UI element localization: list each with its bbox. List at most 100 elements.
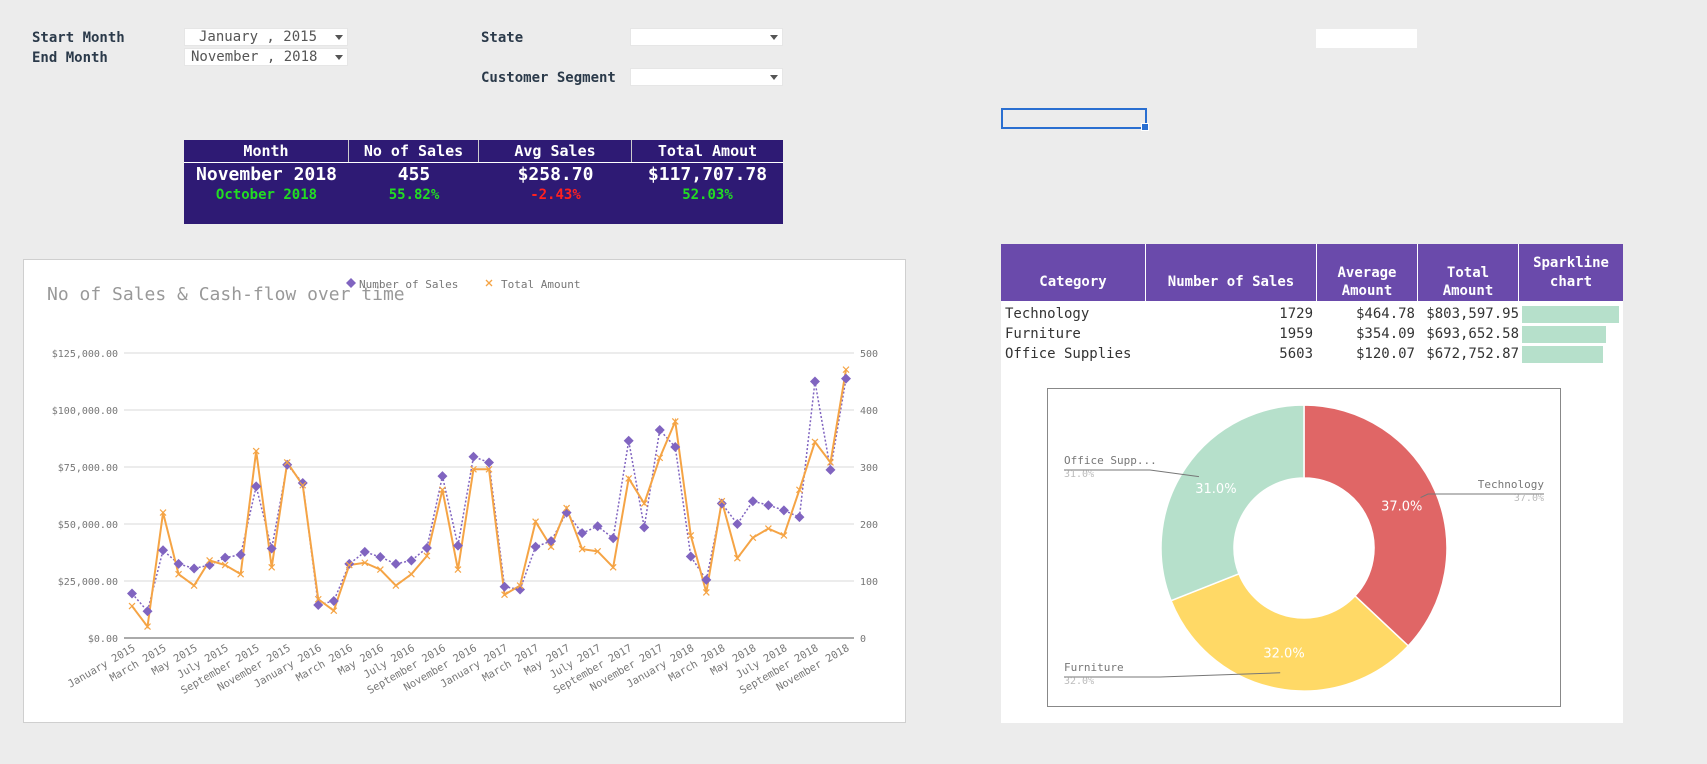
sales-point [716,498,727,509]
chevron-down-icon [335,35,343,40]
row-office-total: $672,752.87 [1426,346,1519,362]
start-month-value: January , 2015 [199,29,318,45]
amount-point [625,474,633,482]
sales-point [623,435,634,446]
customer-segment-label: Customer Segment [481,70,616,86]
cat-header-sales: Number of Sales [1146,263,1317,301]
sales-point [608,533,619,544]
customer-segment-dropdown[interactable] [630,68,783,86]
sales-point [328,595,339,606]
amount-point [314,595,322,603]
sales-point [732,519,743,529]
selected-cell[interactable] [1001,108,1149,131]
row-office-category: Office Supplies [1005,346,1132,362]
category-donut-chart[interactable]: 37.0% 32.0% 31.0% Technology 37.0% Furniture 3… [1047,388,1561,707]
sales-point [282,459,293,470]
row-office-sales: 5603 [1279,346,1313,362]
amount-point [609,563,617,571]
amount-point [330,607,338,615]
amount-point [175,570,182,578]
donut-value-label: 37.0% [1381,500,1422,515]
amount-point [547,543,555,551]
sales-point [173,558,184,569]
row-furn-avg: $354.09 [1355,326,1415,342]
sales-point [515,584,526,595]
amount-point [470,465,477,473]
sales-point [142,606,153,617]
sales-point [375,552,386,563]
sales-point [809,376,820,387]
amount-point [749,534,757,542]
amount-point [221,561,229,569]
cat-header-avg: Average Amount [1317,263,1418,301]
start-month-label: Start Month [32,30,125,46]
sales-point [421,542,432,553]
chart-title: No of Sales & Cash-flow over time [47,284,405,305]
amount-point [206,557,214,564]
amount-point [671,417,679,425]
callout-line [1064,672,1281,678]
y-left-tick-label: $125,000.00 [52,349,118,360]
chart-legend: Number of Sales Total Amount [346,278,580,291]
donut-slice [1160,404,1305,602]
sales-point [654,424,665,435]
kpi-current-avg: $258.70 [517,164,594,185]
donut-value-label: 32.0% [1263,647,1304,662]
row-tech-sparkline [1522,306,1619,323]
sales-point [235,549,246,560]
amount-point [423,552,431,560]
kpi-compare-sales: 55.82% [388,187,440,203]
cat-header-blank-4 [1418,244,1519,263]
row-tech-total: $803,597.95 [1426,306,1519,322]
donut-category-percent: 37.0% [1514,493,1544,504]
donut-category-percent: 31.0% [1064,469,1094,480]
amount-point [283,459,291,466]
y-right-tick-label: 300 [860,463,878,474]
fill-handle[interactable] [1141,123,1149,131]
donut-category-percent: 32.0% [1064,676,1094,687]
amount-point [516,582,524,589]
amount-point [733,554,741,562]
sales-point [701,574,712,585]
callout-line [1064,469,1200,478]
amount-point [501,591,508,599]
sales-cashflow-chart[interactable]: No of Sales & Cash-flow over time Number… [23,259,906,723]
diamond-icon [346,278,356,288]
chevron-down-icon [770,75,778,80]
kpi-current-month: November 2018 [196,164,337,185]
kpi-header-sales: No of Sales [349,140,479,162]
sales-point [592,521,603,532]
sales-point [794,512,805,523]
row-tech-sales: 1729 [1279,306,1313,322]
amount-point [702,588,710,596]
donut-category-label: Technology [1478,478,1545,491]
start-month-dropdown[interactable]: January , 2015 [184,28,348,46]
amount-point [764,525,772,532]
end-month-dropdown[interactable]: November , 2018 [184,48,348,66]
legend-total-amount: Total Amount [501,278,580,291]
end-month-label: End Month [32,50,108,66]
amount-point [190,582,198,589]
series-total-amount-line [131,369,847,630]
state-dropdown[interactable] [630,28,783,46]
row-furn-category: Furniture [1005,326,1081,342]
sales-point [747,496,758,507]
y-left-tick-label: $25,000.00 [58,577,118,588]
amount-point [640,500,648,507]
y-left-tick-label: $100,000.00 [52,406,118,417]
cat-header-sparkline: Sparkline chart [1519,244,1623,301]
sales-point [406,555,417,566]
blank-cell-box[interactable] [1316,29,1417,48]
amount-point [532,518,539,526]
chevron-down-icon [770,35,778,40]
chevron-down-icon [335,55,343,60]
kpi-compare-avg: -2.43% [530,187,581,203]
row-tech-category: Technology [1005,306,1090,322]
sales-point [484,457,494,468]
donut-category-label: Furniture [1064,661,1124,674]
sales-point [639,522,650,533]
sales-point [577,528,588,539]
row-tech-avg: $464.78 [1355,306,1415,322]
y-right-tick-label: 200 [860,520,878,531]
amount-point [687,531,695,539]
